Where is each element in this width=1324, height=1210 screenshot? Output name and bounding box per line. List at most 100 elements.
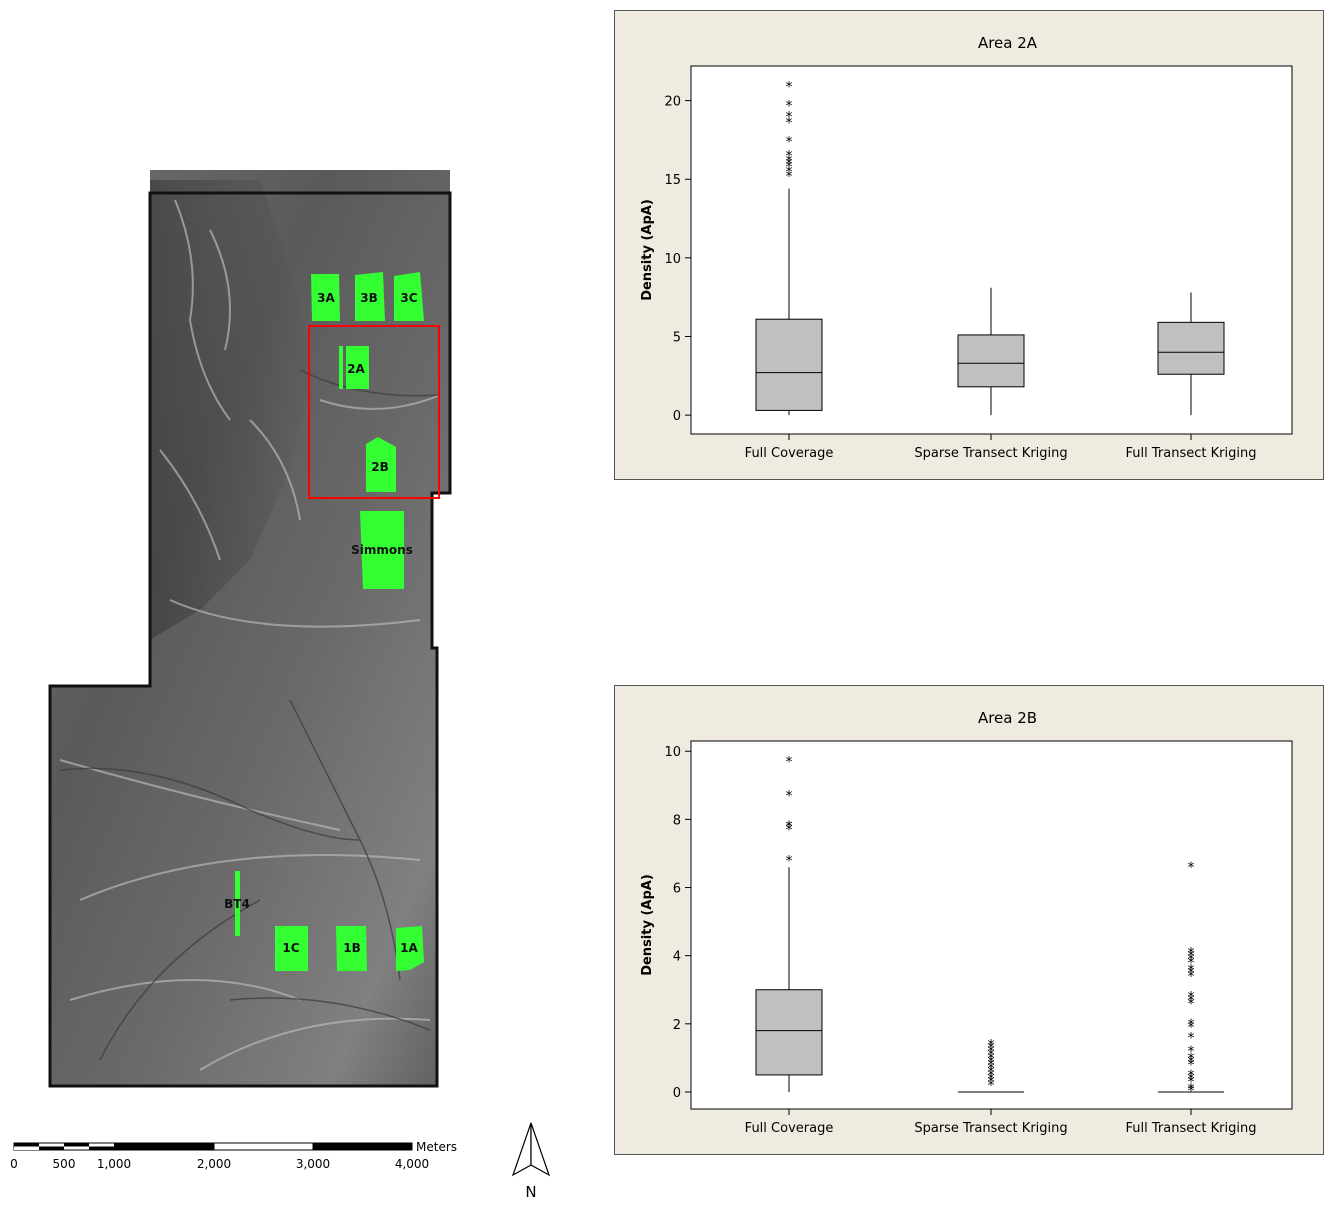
y-axis-label: Density (ApA) — [640, 874, 655, 976]
boxplot-area-2a-svg: Area 2A Density (ApA) 0 5 10 15 20 Full Coverag… — [614, 10, 1324, 480]
outlier-point: * — [1188, 1017, 1195, 1033]
outlier-point: * — [1188, 1083, 1195, 1099]
box-full-coverage: ****** — [755, 754, 823, 1092]
chart-title: Area 2A — [978, 34, 1038, 52]
area-2a-polygon[interactable] — [346, 346, 369, 389]
y-tick-label: 2 — [673, 1018, 681, 1033]
outlier-point: * — [988, 1058, 995, 1074]
area-bt4-transect[interactable] — [235, 871, 240, 936]
area-labels: 3A 3B 3C 2A 2B Simmons BT4 1C 1B 1A — [224, 291, 418, 955]
outlier-point: * — [786, 109, 793, 125]
x-tick-label: Full Transect Kriging — [1126, 446, 1257, 461]
scale-tick-1000: 1,000 — [97, 1157, 131, 1171]
outlier-point: * — [786, 819, 793, 835]
outlier-point: * — [1188, 1071, 1195, 1087]
outlier-point: * — [786, 164, 793, 180]
outlier-point: * — [1188, 1054, 1195, 1070]
outlier-point: * — [988, 1047, 995, 1063]
outlier-point: * — [988, 1061, 995, 1077]
area-label-bt4: BT4 — [224, 897, 250, 911]
area-2a-transect[interactable] — [339, 346, 343, 389]
scale-bar: Meters 0 500 1,000 2,000 3,000 4,000 — [10, 1140, 457, 1171]
y-tick-label: 8 — [673, 813, 681, 828]
outlier-point: * — [1188, 962, 1195, 978]
outlier-point: * — [988, 1054, 995, 1070]
box-sparse-transect-kriging — [957, 287, 1025, 416]
box-full-transect-kriging: *********************** — [1158, 860, 1224, 1099]
outlier-point: * — [988, 1068, 995, 1084]
outlier-point: * — [786, 157, 793, 173]
outlier-point: * — [1188, 860, 1195, 876]
scale-tick-2000: 2,000 — [197, 1157, 231, 1171]
area-label-3a: 3A — [317, 291, 335, 305]
y-tick-label: 10 — [664, 252, 681, 267]
outlier-point: * — [1188, 1082, 1195, 1098]
y-tick-label: 15 — [664, 173, 681, 188]
x-tick-label: Full Transect Kriging — [1126, 1121, 1257, 1136]
outlier-point: * — [786, 754, 793, 770]
outlier-point: * — [988, 1051, 995, 1067]
outlier-point: * — [988, 1044, 995, 1060]
area-simmons-polygon[interactable] — [360, 511, 404, 589]
box-iqr — [755, 318, 823, 411]
area-1b-polygon[interactable] — [336, 926, 367, 971]
outlier-point: * — [786, 823, 793, 839]
outlier-point: * — [786, 789, 793, 805]
area-1c-polygon[interactable] — [275, 926, 308, 971]
outlier-point: * — [786, 819, 793, 835]
scale-tick-3000: 3,000 — [296, 1157, 330, 1171]
terrain-ridges — [59, 199, 441, 1071]
outlier-point: * — [988, 1071, 995, 1087]
area-label-simmons: Simmons — [351, 543, 413, 557]
x-tick-label: Full Coverage — [745, 446, 834, 461]
outlier-point: * — [786, 153, 793, 169]
outlier-point: * — [1188, 969, 1195, 985]
map-svg: 3A 3B 3C 2A 2B Simmons BT4 1C 1B 1A Mete… — [10, 170, 551, 1201]
area-label-1a: 1A — [400, 941, 418, 955]
outlier-point: * — [786, 134, 793, 150]
area-label-3b: 3B — [360, 291, 378, 305]
scale-bar-unit: Meters — [416, 1140, 457, 1154]
outlier-point: * — [1188, 1075, 1195, 1091]
outlier-point: * — [786, 116, 793, 132]
outlier-point: * — [1188, 990, 1195, 1006]
chart-title: Area 2B — [978, 709, 1037, 727]
box-iqr — [957, 334, 1025, 388]
outlier-point: * — [1188, 949, 1195, 965]
scale-tick-4000: 4,000 — [395, 1157, 429, 1171]
area-2b-polygon[interactable] — [366, 437, 396, 492]
outlier-point: * — [1188, 1020, 1195, 1036]
terrain-rugged-zone — [150, 180, 310, 640]
y-tick-label: 20 — [664, 95, 681, 110]
outlier-point: * — [1188, 1030, 1195, 1046]
outlier-point: * — [988, 1078, 995, 1094]
area-3b-polygon[interactable] — [355, 272, 385, 321]
scale-tick-0: 0 — [10, 1157, 18, 1171]
outlier-point: * — [1188, 1044, 1195, 1060]
north-label: N — [525, 1183, 536, 1201]
outlier-point: * — [1188, 1068, 1195, 1084]
site-map: 3A 3B 3C 2A 2B Simmons BT4 1C 1B 1A Mete… — [0, 0, 600, 1205]
box-full-coverage: *********** — [755, 79, 823, 416]
outlier-point: * — [1188, 952, 1195, 968]
outlier-point: * — [988, 1037, 995, 1053]
y-tick-label: 0 — [673, 1086, 681, 1101]
area-1a-polygon[interactable] — [396, 926, 424, 971]
area-label-2b: 2B — [371, 460, 389, 474]
outlier-point: * — [988, 1065, 995, 1081]
property-boundary — [48, 191, 452, 1088]
outlier-point: * — [786, 149, 793, 165]
outlier-point: * — [1188, 1051, 1195, 1067]
outlier-point: * — [786, 98, 793, 114]
outlier-point: * — [786, 160, 793, 176]
study-areas — [235, 272, 424, 971]
outlier-point: * — [786, 79, 793, 95]
y-tick-label: 4 — [673, 950, 681, 965]
box-full-transect-kriging — [1157, 292, 1225, 416]
outlier-point: * — [1188, 966, 1195, 982]
area-3c-polygon[interactable] — [394, 272, 424, 321]
y-tick-label: 0 — [673, 409, 681, 424]
outlier-point: * — [1188, 993, 1195, 1009]
box-iqr — [1157, 321, 1225, 375]
area-3a-polygon[interactable] — [311, 274, 340, 321]
